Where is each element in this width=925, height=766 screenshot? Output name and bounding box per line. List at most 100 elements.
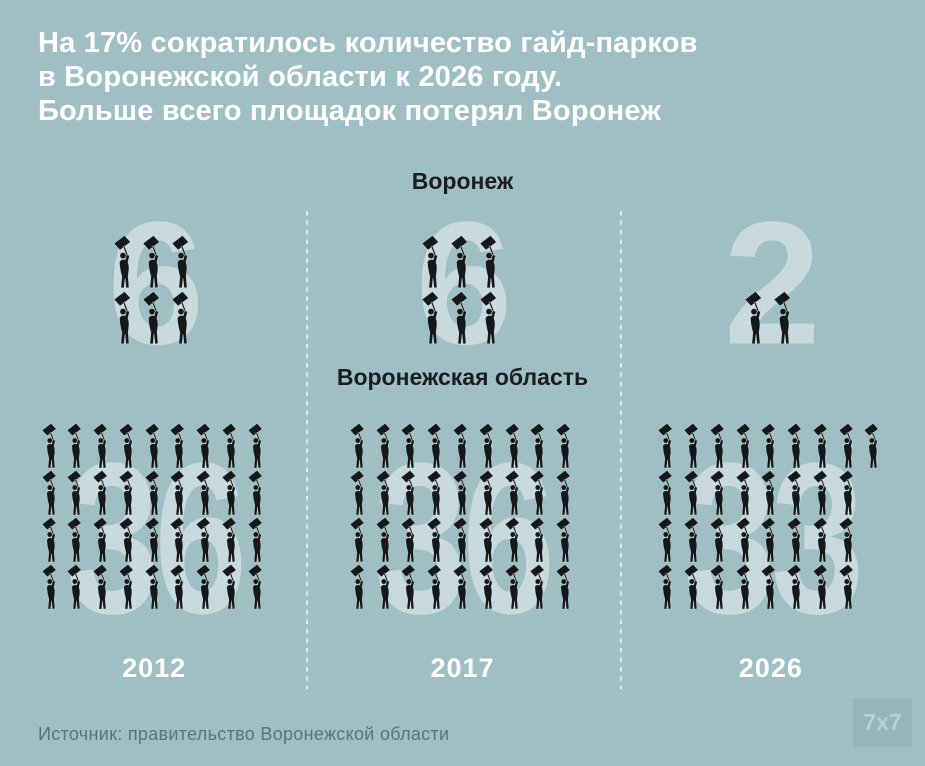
region-cell-2012: 36 — [0, 405, 308, 645]
protester-icon — [246, 470, 269, 516]
protester-icon — [91, 470, 114, 516]
protester-icon — [656, 423, 679, 469]
protester-icon — [168, 564, 191, 610]
protester-icon — [734, 423, 757, 469]
pictogram-grid-region-2026 — [655, 422, 887, 610]
region-band: 36 36 33 — [0, 405, 925, 645]
headline-line-1: На 17% сократилось количество гайд-парко… — [38, 27, 698, 59]
protester-icon — [65, 517, 88, 563]
protester-icon — [170, 291, 196, 345]
protester-icon — [117, 470, 140, 516]
protester-icon — [477, 517, 500, 563]
protester-icon — [682, 470, 705, 516]
protester-icon — [168, 517, 191, 563]
protester-icon — [528, 423, 551, 469]
protester-icon — [40, 564, 63, 610]
protester-icon — [112, 291, 138, 345]
protester-icon — [65, 564, 88, 610]
protester-icon — [141, 291, 167, 345]
protester-icon — [734, 517, 757, 563]
protester-icon — [65, 470, 88, 516]
protester-icon — [759, 564, 782, 610]
year-cell-2026: 2026 — [617, 650, 925, 686]
protester-icon — [220, 470, 243, 516]
protester-icon — [478, 291, 504, 345]
protester-icon — [194, 470, 217, 516]
pictogram-grid-city-2012 — [108, 234, 200, 346]
protester-icon — [682, 564, 705, 610]
protester-icon — [503, 470, 526, 516]
protester-icon — [743, 291, 769, 345]
protester-icon — [399, 517, 422, 563]
protester-icon — [528, 517, 551, 563]
dashed-separator-left — [306, 211, 308, 689]
protester-icon — [554, 517, 577, 563]
protester-icon — [170, 235, 196, 289]
protester-icon — [811, 564, 834, 610]
protester-icon — [528, 470, 551, 516]
protester-icon — [117, 564, 140, 610]
city-cell-2012: 6 — [0, 197, 308, 372]
protester-icon — [477, 564, 500, 610]
protester-icon — [477, 470, 500, 516]
pictogram-grid-region-2017 — [346, 422, 578, 610]
protester-icon — [785, 423, 808, 469]
section-label-voronezh: Воронеж — [411, 168, 514, 194]
year-label-2026: 2026 — [738, 652, 803, 683]
protester-icon — [759, 423, 782, 469]
protester-icon — [811, 470, 834, 516]
protester-icon — [503, 564, 526, 610]
protester-icon — [348, 470, 371, 516]
protester-icon — [65, 423, 88, 469]
protester-icon — [477, 423, 500, 469]
protester-icon — [246, 423, 269, 469]
protester-icon — [220, 564, 243, 610]
section-label-voronezh-oblast: Воронежская область — [336, 364, 589, 390]
protester-icon — [862, 423, 885, 469]
protester-icon — [348, 517, 371, 563]
protester-icon — [528, 564, 551, 610]
protester-icon — [708, 423, 731, 469]
protester-icon — [759, 470, 782, 516]
protester-icon — [425, 517, 448, 563]
protester-icon — [708, 564, 731, 610]
protester-icon — [708, 470, 731, 516]
protester-icon — [91, 423, 114, 469]
protester-icon — [112, 235, 138, 289]
protester-icon — [168, 423, 191, 469]
protester-icon — [837, 423, 860, 469]
protester-icon — [220, 517, 243, 563]
pictogram-grid-city-2017 — [416, 234, 508, 346]
protester-icon — [734, 564, 757, 610]
protester-icon — [143, 470, 166, 516]
protester-icon — [168, 470, 191, 516]
protester-icon — [194, 517, 217, 563]
protester-icon — [117, 423, 140, 469]
protester-icon — [348, 423, 371, 469]
protester-icon — [734, 470, 757, 516]
protester-icon — [143, 423, 166, 469]
protester-icon — [554, 470, 577, 516]
protester-icon — [708, 517, 731, 563]
protester-icon — [425, 564, 448, 610]
protester-icon — [503, 423, 526, 469]
protester-icon — [759, 517, 782, 563]
year-label-2012: 2012 — [122, 652, 187, 683]
source-attribution: Источник: правительство Воронежской обла… — [38, 724, 450, 744]
protester-icon — [246, 517, 269, 563]
headline-line-3: Больше всего площадок потерял Воронеж — [38, 95, 662, 127]
protester-icon — [811, 517, 834, 563]
protester-icon — [772, 291, 798, 345]
pictogram-grid-region-2012 — [38, 422, 270, 610]
dashed-separator-right — [620, 211, 622, 689]
protester-icon — [194, 564, 217, 610]
city-cell-2017: 6 — [308, 197, 616, 372]
ghost-number-city-2026: 2 — [723, 186, 821, 382]
protester-icon — [785, 517, 808, 563]
protester-icon — [40, 470, 63, 516]
protester-icon — [399, 564, 422, 610]
protester-icon — [374, 470, 397, 516]
protester-icon — [449, 291, 475, 345]
protester-icon — [374, 517, 397, 563]
year-axis: 2012 2017 2026 — [0, 650, 925, 686]
